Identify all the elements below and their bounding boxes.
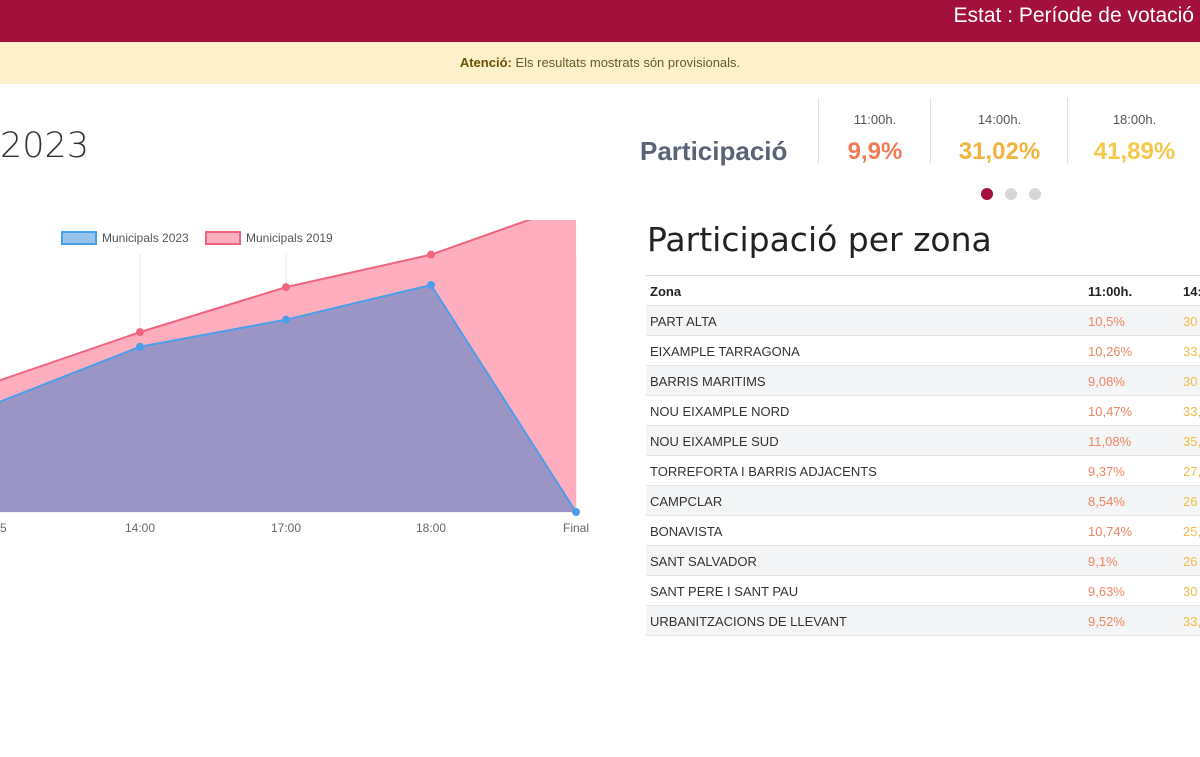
x-tick-label: 14:00 — [125, 521, 155, 535]
carousel-dot-1[interactable] — [981, 188, 993, 200]
turnout-14h-cell: 26 — [1183, 494, 1198, 509]
turnout-14h-cell: 30 — [1183, 314, 1198, 329]
zone-name-cell: SANT PERE I SANT PAU — [650, 584, 799, 599]
turnout-11h-cell: 10,74% — [1088, 524, 1133, 539]
data-point — [282, 315, 290, 324]
column-header-14h: 14: — [1183, 284, 1200, 299]
turnout-value: 31,02% — [958, 138, 1041, 165]
turnout-14h: 14:00h. 31,02% — [930, 98, 1068, 165]
turnout-11h-cell: 10,5% — [1088, 314, 1125, 329]
turnout-11h-cell: 9,52% — [1088, 614, 1125, 629]
zone-table: Zona 11:00h. 14: PART ALTA 10,5% 30 EIXAMPL… — [646, 275, 1200, 636]
table-row: TORREFORTA I BARRIS ADJACENTS 9,37% 27, — [646, 456, 1200, 486]
turnout-11h-cell: 9,08% — [1088, 374, 1125, 389]
legend-swatch — [61, 231, 97, 245]
turnout-14h-cell: 33, — [1183, 404, 1200, 419]
column-header-zone: Zona — [650, 284, 682, 299]
turnout-18h: 18:00h. 41,89% — [1067, 98, 1200, 165]
turnout-11h-cell: 11,08% — [1088, 434, 1132, 449]
turnout-14h-cell: 25, — [1183, 524, 1200, 539]
zone-name-cell: BARRIS MARITIMS — [650, 374, 766, 389]
turnout-hour: 14:00h. — [977, 112, 1022, 127]
zone-name-cell: CAMPCLAR — [650, 494, 723, 509]
zone-name-cell: TORREFORTA I BARRIS ADJACENTS — [650, 464, 877, 479]
x-tick-label: 5 — [0, 521, 7, 535]
participation-chart-svg: 5 14:00 17:00 18:00 Final Municipals 2023 Muni… — [0, 220, 589, 535]
carousel-dot-2[interactable] — [1005, 188, 1017, 200]
legend-label: Municipals 2019 — [246, 231, 333, 245]
zone-name-cell: URBANITZACIONS DE LLEVANT — [650, 614, 847, 629]
turnout-hour: 18:00h. — [1112, 112, 1157, 127]
turnout-11h-cell: 9,1% — [1088, 554, 1118, 569]
series-area-2023 — [0, 284, 576, 512]
table-header-row: Zona 11:00h. 14: — [646, 275, 1200, 306]
participation-chart: 5 14:00 17:00 18:00 Final Municipals 2023 Muni… — [0, 220, 620, 550]
data-point — [572, 508, 580, 516]
turnout-value: 9,9% — [847, 138, 903, 165]
table-row: SANT PERE I SANT PAU 9,63% 30 — [646, 576, 1200, 606]
zone-name-cell: BONAVISTA — [650, 524, 723, 539]
top-bar: Estat : Període de votació — [0, 0, 1200, 42]
zone-name-cell: NOU EIXAMPLE NORD — [650, 404, 790, 419]
turnout-11h-cell: 9,37% — [1088, 464, 1125, 479]
table-row: CAMPCLAR 8,54% 26 — [646, 486, 1200, 516]
provisional-alert: Atenció: Els resultats mostrats són prov… — [0, 42, 1200, 84]
legend-label: Municipals 2023 — [102, 231, 189, 245]
turnout-14h-cell: 30 — [1183, 374, 1198, 389]
turnout-11h-cell: 9,63% — [1088, 584, 1125, 599]
turnout-hour: 11:00h. — [853, 112, 897, 127]
turnout-14h-cell: 33, — [1183, 614, 1200, 629]
zone-name-cell: NOU EIXAMPLE SUD — [650, 434, 779, 449]
turnout-14h-cell: 30 — [1183, 584, 1198, 599]
alert-label: Atenció: — [459, 55, 512, 70]
data-point — [136, 342, 144, 351]
turnout-14h-cell: 26 — [1183, 554, 1198, 569]
participation-label: Participació — [640, 136, 788, 166]
turnout-11h-cell: 8,54% — [1088, 494, 1125, 509]
zone-name-cell: SANT SALVADOR — [650, 554, 757, 569]
table-row: URBANITZACIONS DE LLEVANT 9,52% 33, — [646, 606, 1200, 636]
turnout-11h: 11:00h. 9,9% — [818, 98, 931, 165]
table-row: EIXAMPLE TARRAGONA 10,26% 33, — [646, 336, 1200, 366]
turnout-14h-cell: 35, — [1183, 434, 1200, 449]
x-tick-label: 18:00 — [416, 521, 446, 535]
data-point — [427, 250, 435, 259]
zone-name-cell: EIXAMPLE TARRAGONA — [650, 344, 800, 359]
turnout-14h-cell: 27, — [1183, 464, 1200, 479]
zone-table-title: Participació per zona — [647, 220, 992, 259]
data-point — [427, 280, 435, 289]
turnout-11h-cell: 10,47% — [1088, 404, 1133, 419]
table-row: NOU EIXAMPLE NORD 10,47% 33, — [646, 396, 1200, 426]
x-tick-label: Final — [563, 521, 589, 535]
election-status: Estat : Període de votació — [953, 4, 1194, 27]
table-row: NOU EIXAMPLE SUD 11,08% 35, — [646, 426, 1200, 456]
turnout-11h-cell: 10,26% — [1088, 344, 1133, 359]
legend-swatch — [205, 231, 241, 245]
turnout-value: 41,89% — [1093, 138, 1176, 165]
column-header-11h: 11:00h. — [1088, 284, 1133, 299]
section-title: 2023 — [0, 126, 90, 166]
data-point — [282, 283, 290, 292]
carousel-dot-3[interactable] — [1029, 188, 1041, 200]
x-tick-label: 17:00 — [271, 521, 301, 535]
turnout-14h-cell: 33, — [1183, 344, 1200, 359]
table-row: BARRIS MARITIMS 9,08% 30 — [646, 366, 1200, 396]
zone-name-cell: PART ALTA — [650, 314, 717, 329]
alert-text: Els resultats mostrats són provisionals. — [511, 55, 741, 70]
table-row: BONAVISTA 10,74% 25, — [646, 516, 1200, 546]
table-row: PART ALTA 10,5% 30 — [646, 306, 1200, 336]
data-point — [136, 328, 144, 337]
table-row: SANT SALVADOR 9,1% 26 — [646, 546, 1200, 576]
